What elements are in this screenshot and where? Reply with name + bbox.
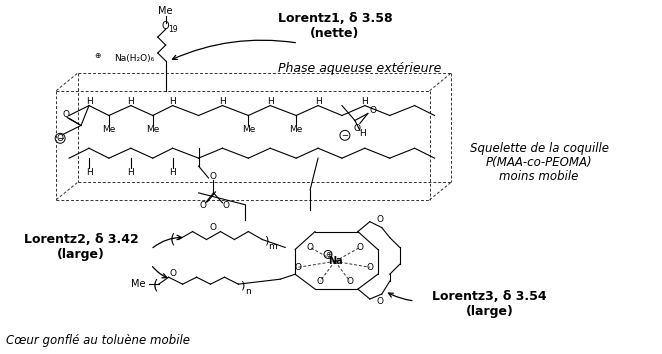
Text: (: ( — [153, 278, 158, 292]
Text: O: O — [223, 201, 230, 210]
Text: H: H — [85, 97, 93, 106]
Text: Lorentz3, δ 3.54
(large): Lorentz3, δ 3.54 (large) — [432, 290, 547, 318]
Text: O: O — [366, 263, 373, 272]
Text: 19: 19 — [168, 25, 177, 34]
Text: O: O — [210, 171, 217, 181]
Text: H: H — [128, 97, 134, 106]
Text: O: O — [63, 110, 70, 119]
Text: P(MAA-co-PEOMA): P(MAA-co-PEOMA) — [486, 156, 592, 169]
Text: m: m — [268, 242, 277, 251]
Text: ): ) — [240, 280, 244, 290]
Text: H: H — [85, 167, 93, 177]
Text: ⊕: ⊕ — [325, 250, 331, 259]
Text: Me: Me — [102, 125, 116, 134]
Text: moins mobile: moins mobile — [499, 170, 579, 183]
Text: H: H — [128, 167, 134, 177]
Text: O: O — [376, 215, 383, 224]
Text: n: n — [246, 287, 251, 296]
Text: −: − — [342, 131, 348, 140]
Text: −: − — [57, 134, 64, 143]
Text: H: H — [169, 167, 176, 177]
Text: Na(H₂O)₆: Na(H₂O)₆ — [114, 55, 154, 63]
Text: Me: Me — [146, 125, 160, 134]
Text: O: O — [316, 277, 324, 286]
Text: Lorentz2, δ 3.42
(large): Lorentz2, δ 3.42 (large) — [24, 233, 138, 262]
Text: O: O — [162, 21, 169, 31]
Text: Me: Me — [131, 279, 146, 289]
Text: Phase aqueuse extérieure: Phase aqueuse extérieure — [278, 62, 442, 75]
Text: H: H — [169, 97, 176, 106]
Text: O: O — [356, 243, 363, 252]
Text: O: O — [346, 277, 354, 286]
Text: O: O — [376, 297, 383, 306]
Text: Me: Me — [289, 125, 303, 134]
Text: Squelette de la coquille: Squelette de la coquille — [469, 142, 608, 155]
Text: (: ( — [170, 233, 175, 246]
Text: H: H — [314, 97, 322, 106]
Text: ): ) — [264, 235, 269, 245]
Text: O: O — [307, 243, 314, 252]
Text: ⊕: ⊕ — [94, 51, 100, 61]
Text: O: O — [295, 263, 302, 272]
Text: H: H — [267, 97, 273, 106]
Text: O: O — [354, 124, 360, 133]
Text: H: H — [361, 97, 368, 106]
Text: O: O — [369, 106, 376, 115]
Text: Na: Na — [328, 256, 342, 266]
Text: O: O — [199, 201, 206, 210]
Text: Me: Me — [158, 6, 173, 16]
Text: Cœur gonflé au toluène mobile: Cœur gonflé au toluène mobile — [7, 334, 191, 347]
Text: O: O — [210, 223, 217, 232]
Text: H: H — [219, 97, 226, 106]
Text: O: O — [57, 134, 64, 143]
Text: Me: Me — [242, 125, 255, 134]
Text: H: H — [359, 129, 366, 138]
Text: O: O — [169, 269, 176, 278]
Text: Lorentz1, δ 3.58
(nette): Lorentz1, δ 3.58 (nette) — [277, 12, 393, 40]
